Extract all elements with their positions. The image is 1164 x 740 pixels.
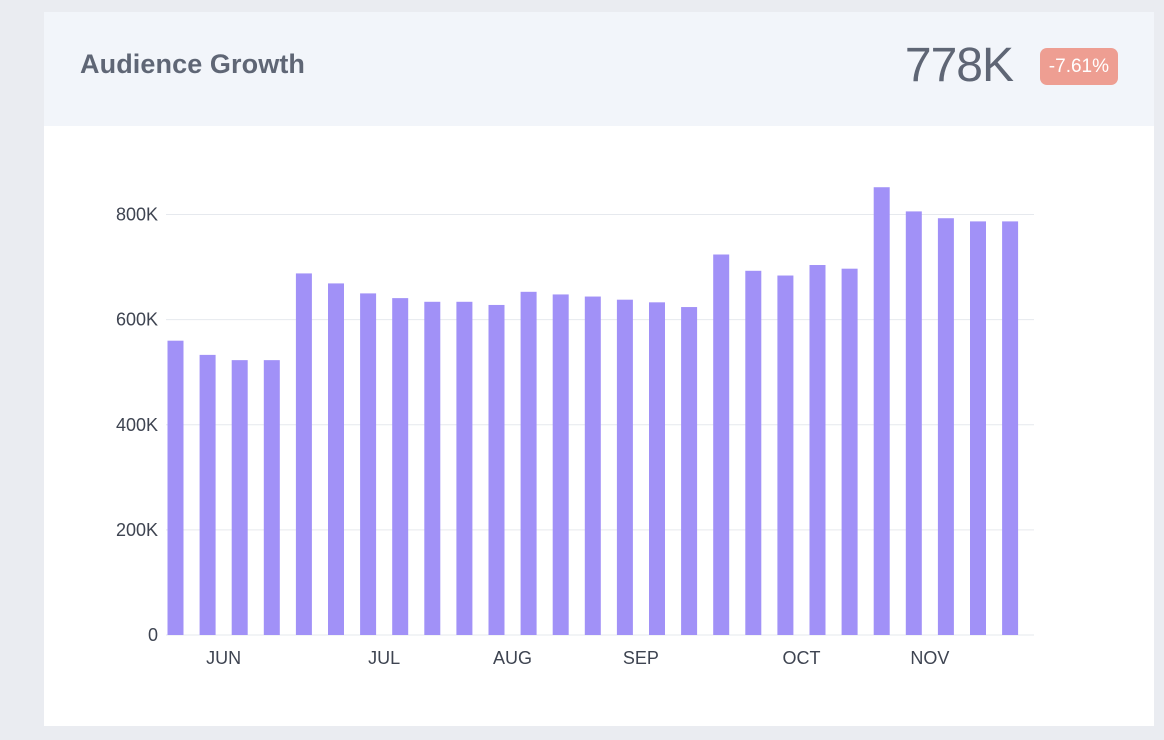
bars [167, 187, 1019, 636]
bar [970, 221, 986, 636]
x-tick-label: SEP [623, 648, 659, 668]
bar [616, 299, 633, 635]
x-tick-label: OCT [782, 648, 820, 668]
bar [392, 298, 409, 635]
y-axis-tick-labels: 0 200K 400K 600K 800K [116, 205, 158, 645]
bar [905, 211, 922, 635]
change-badge: -7.61% [1039, 48, 1118, 85]
bar [809, 265, 826, 635]
x-tick-label: JUL [368, 648, 400, 668]
bar [167, 340, 184, 635]
bar [295, 273, 312, 635]
x-tick-label: AUG [493, 648, 532, 668]
bar [1002, 221, 1019, 636]
card-header: Audience Growth 778K -7.61% [44, 12, 1154, 126]
audience-total-value: 778K [904, 39, 1014, 92]
bar [456, 301, 473, 635]
x-tick-label: JUN [206, 648, 241, 668]
x-axis-tick-labels: JUN JUL AUG SEP OCT NOV [206, 648, 949, 668]
bar [745, 270, 762, 635]
y-tick-label: 0 [148, 625, 158, 645]
bar [873, 187, 890, 635]
bar [199, 354, 216, 635]
y-tick-label: 400K [116, 415, 158, 435]
bar [520, 291, 537, 635]
bar [649, 302, 665, 635]
bar [584, 296, 601, 635]
bar [777, 275, 794, 635]
card-title: Audience Growth [80, 49, 306, 79]
bar [360, 293, 377, 635]
bar [713, 254, 730, 635]
bar [681, 307, 698, 635]
bar [841, 268, 858, 635]
x-tick-label: NOV [910, 648, 949, 668]
y-tick-label: 600K [116, 310, 158, 330]
y-tick-label: 200K [116, 520, 158, 540]
bar [424, 301, 441, 635]
bar [488, 304, 505, 635]
bar [937, 218, 954, 636]
bar [263, 360, 280, 635]
y-tick-label: 800K [116, 205, 158, 225]
bar [552, 294, 569, 635]
bar [328, 283, 344, 635]
bar [231, 360, 248, 635]
